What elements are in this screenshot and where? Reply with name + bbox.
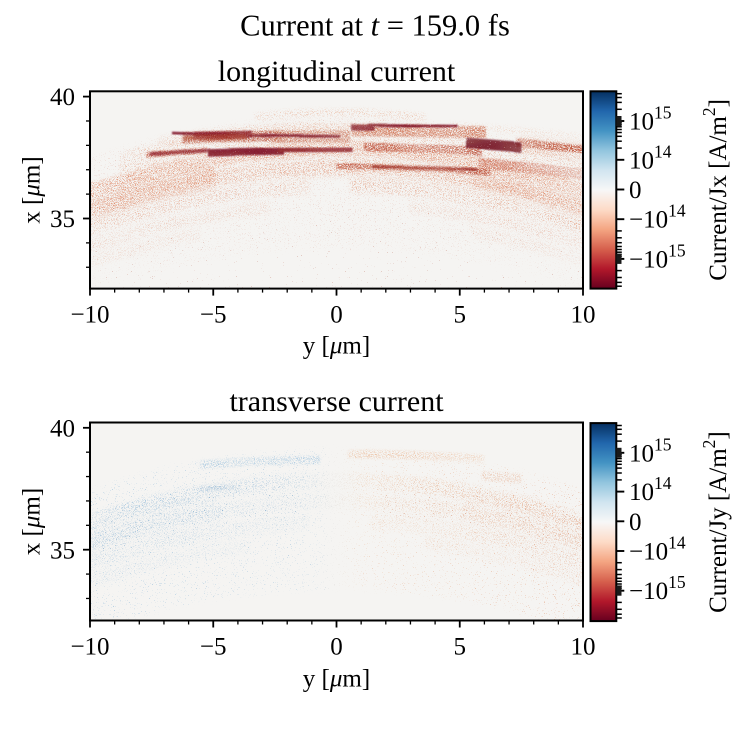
svg-text:0: 0: [330, 634, 343, 661]
svg-text:10: 10: [571, 634, 596, 661]
svg-text:y [μm]: y [μm]: [303, 333, 370, 360]
svg-text:transverse current: transverse current: [229, 385, 444, 418]
svg-text:−5: −5: [200, 634, 227, 661]
svg-text:Current at t = 159.0 fs: Current at t = 159.0 fs: [240, 9, 510, 43]
svg-text:0: 0: [629, 177, 642, 204]
svg-text:−10: −10: [70, 634, 109, 661]
svg-text:40: 40: [50, 415, 75, 442]
svg-text:10: 10: [571, 302, 596, 329]
svg-text:0: 0: [330, 302, 343, 329]
svg-text:40: 40: [50, 84, 75, 111]
svg-text:5: 5: [454, 634, 467, 661]
svg-text:35: 35: [50, 206, 75, 233]
svg-text:−5: −5: [200, 302, 227, 329]
svg-text:5: 5: [454, 302, 467, 329]
svg-text:−10: −10: [70, 302, 109, 329]
svg-text:35: 35: [50, 537, 75, 564]
svg-text:x [μm]: x [μm]: [19, 156, 46, 223]
svg-text:longitudinal current: longitudinal current: [218, 55, 456, 88]
svg-text:−1015: −1015: [629, 240, 686, 273]
svg-text:Current/Jx [A/m2]: Current/Jx [A/m2]: [699, 99, 732, 281]
svg-text:y [μm]: y [μm]: [303, 666, 370, 693]
svg-text:0: 0: [629, 509, 642, 536]
svg-text:x [μm]: x [μm]: [19, 488, 46, 555]
svg-text:Current/Jy [A/m2]: Current/Jy [A/m2]: [699, 431, 732, 613]
